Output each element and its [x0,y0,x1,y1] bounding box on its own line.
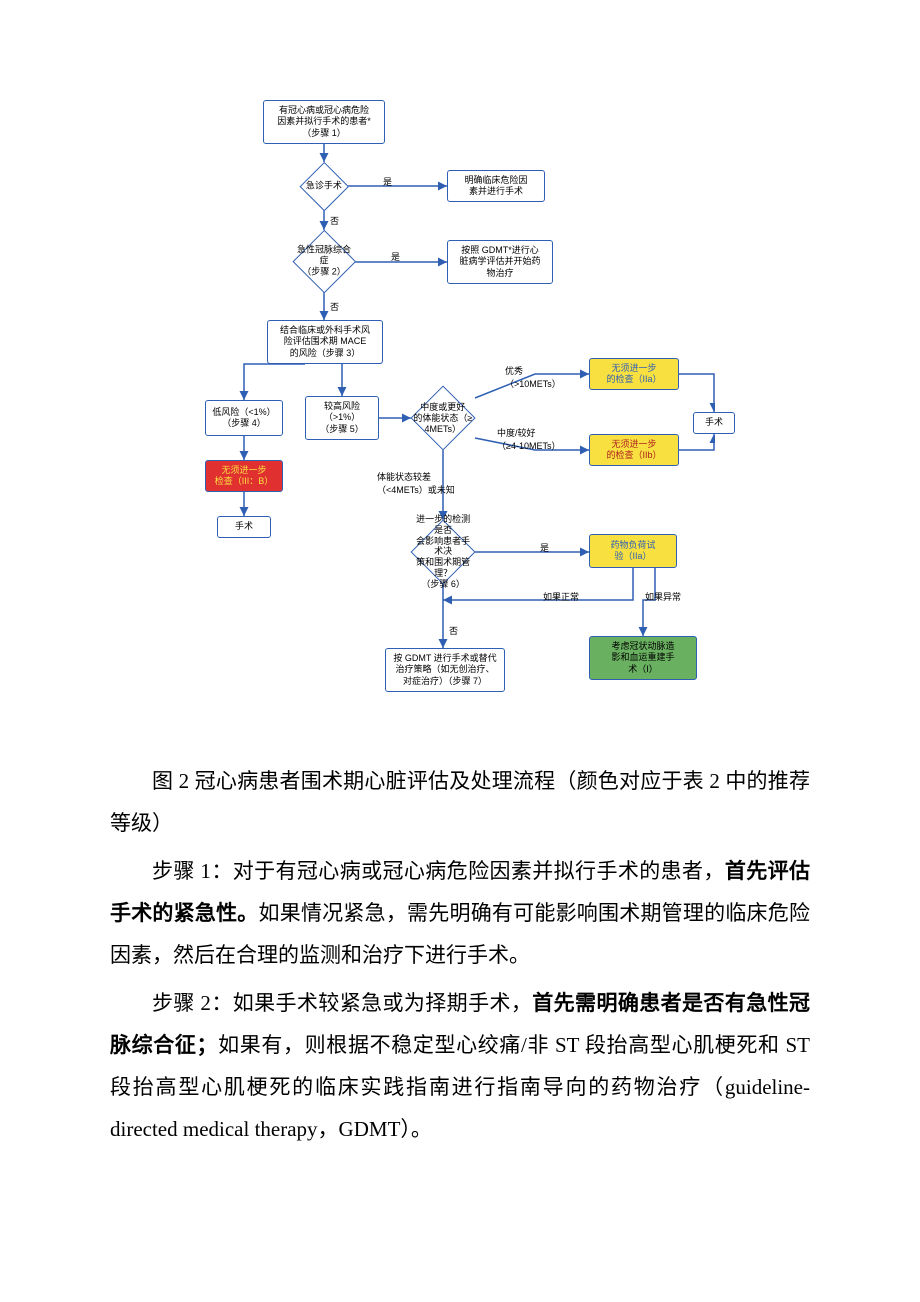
flow-edge-label-d1-d2: 否 [330,214,339,227]
flow-decision-d3: 中度或更好的体能状态（≥4METs） [410,385,475,450]
step1-pre: 步骤 1：对于有冠心病或冠心病危险因素并拟行手术的患者， [152,859,725,883]
flow-decision-d2: 急性冠脉综合症（步骤 2） [292,229,355,292]
flow-node-n5: 低风险（<1%）（步骤 4） [205,400,283,436]
flowchart: 有冠心病或冠心病危险因素并拟行手术的患者*（步骤 1） 急诊手术 明确临床危险因素并… [205,100,715,740]
step2-pre: 步骤 2：如果手术较紧急或为择期手术， [152,991,532,1015]
flow-node-n9: 无须进一步的检查（IIa） [589,358,679,390]
flow-node-n13: 考虑冠状动脉造影和血运重建手术（I） [589,636,697,680]
flow-node-n6: 较高风险（>1%）（步骤 5） [305,396,379,440]
flow-edge-label-d1-n2: 是 [383,175,392,188]
flow-decision-d1: 急诊手术 [300,162,349,211]
step-2-paragraph: 步骤 2：如果手术较紧急或为择期手术，首先需明确患者是否有急性冠脉综合征；如果有… [110,982,810,1150]
flow-edge-label-d4-n14: 否 [449,624,458,637]
flow-node-n4: 结合临床或外科手术风险评估围术期 MACE的风险（步骤 3） [267,320,383,364]
flow-node-n14: 按 GDMT 进行手术或替代治疗策略（如无创治疗、对症治疗）（步骤 7） [385,648,505,692]
flow-edge-n10-n11 [679,434,714,450]
flow-edge-label-d3-n9: 优秀（>10METs） [505,364,561,390]
flow-edge-label-d3-d4: 体能状态较差（<4METs）或未知 [377,470,455,496]
step-1-paragraph: 步骤 1：对于有冠心病或冠心病危险因素并拟行手术的患者，首先评估手术的紧急性。如… [110,850,810,976]
flow-node-n7: 无须进一步检查（III：B） [205,460,283,492]
flow-edge-label-d3-n10: 中度/较好（≥4-10METs） [497,426,560,452]
flow-edge-label-d2-n3: 是 [391,250,400,263]
flow-edge-label-n12-n13: 如果异常 [645,590,681,603]
flow-edge-label-d2-n4: 否 [330,300,339,313]
flow-edge-n4-n5 [244,364,305,400]
flow-node-n2: 明确临床危险因素并进行手术 [447,170,545,202]
flow-edge-label-d4-n12: 是 [540,541,549,554]
flow-node-n1: 有冠心病或冠心病危险因素并拟行手术的患者*（步骤 1） [263,100,385,144]
flow-node-n3: 按照 GDMT*进行心脏病学评估并开始药物治疗 [447,240,553,284]
flow-decision-d4: 进一步的检测是否会影响患者手术决策和围术期管理？（步骤 6） [410,519,475,584]
body-text: 图 2 冠心病患者围术期心脏评估及处理流程（颜色对应于表 2 中的推荐等级） 步… [110,760,810,1150]
flow-node-n12: 药物负荷试验（IIa） [589,534,677,568]
figure-caption: 图 2 冠心病患者围术期心脏评估及处理流程（颜色对应于表 2 中的推荐等级） [110,760,810,844]
flow-node-n8: 手术 [217,516,271,538]
flow-edge-n9-n11 [679,374,714,412]
page: 有冠心病或冠心病危险因素并拟行手术的患者*（步骤 1） 急诊手术 明确临床危险因素并… [0,0,920,1216]
flow-node-n10: 无须进一步的检查（IIb） [589,434,679,466]
flow-node-n11: 手术 [693,412,735,434]
flow-edge-label-n12-n14: 如果正常 [543,590,579,603]
